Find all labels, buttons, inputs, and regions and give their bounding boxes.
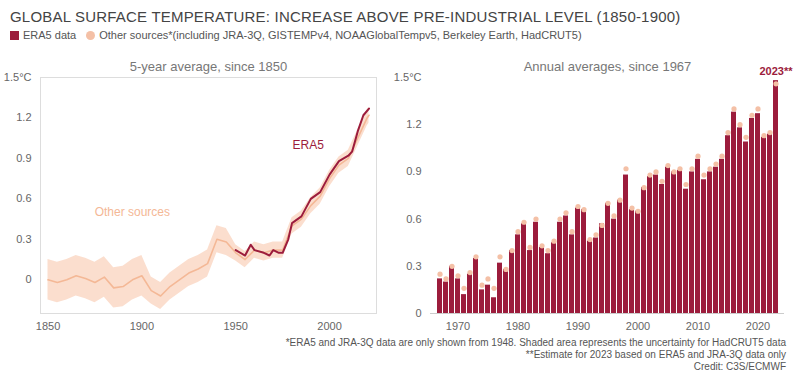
- svg-text:1950: 1950: [223, 320, 247, 332]
- svg-text:Annual averages, since 1967: Annual averages, since 1967: [524, 59, 692, 74]
- svg-text:1.5°C: 1.5°C: [394, 71, 422, 83]
- html-text:Credit: C3S/ECMWF: Credit: C3S/ECMWF: [693, 361, 786, 372]
- svg-text:1900: 1900: [130, 320, 154, 332]
- html-text:GLOBAL SURFACE TEMPERATURE: IN: GLOBAL SURFACE TEMPERATURE: INCREASE ABO…: [10, 8, 681, 25]
- svg-text:1980: 1980: [506, 320, 530, 332]
- svg-text:1990: 1990: [566, 320, 590, 332]
- html-text:ERA5 data: ERA5 data: [23, 29, 77, 41]
- svg-text:2023**: 2023**: [759, 65, 793, 77]
- svg-text:2000: 2000: [626, 320, 650, 332]
- html-text:Other sources*(including JRA-3: Other sources*(including JRA-3Q, GISTEMP…: [99, 29, 582, 41]
- svg-text:ERA5: ERA5: [293, 138, 325, 152]
- svg-text:0.9: 0.9: [406, 165, 421, 177]
- svg-text:1.2: 1.2: [406, 118, 421, 130]
- html-text:**Estimate for 2023 based on E: **Estimate for 2023 based on ERA5 and JR…: [525, 349, 786, 360]
- svg-text:2020: 2020: [746, 320, 770, 332]
- svg-text:0: 0: [25, 273, 31, 285]
- svg-text:1850: 1850: [36, 320, 60, 332]
- svg-text:0.3: 0.3: [406, 260, 421, 272]
- svg-text:1.5°C: 1.5°C: [4, 71, 32, 83]
- svg-text:2010: 2010: [686, 320, 710, 332]
- svg-text:5-year average, since 1850: 5-year average, since 1850: [130, 59, 288, 74]
- svg-text:0: 0: [415, 307, 421, 319]
- svg-text:Other sources: Other sources: [95, 205, 170, 219]
- svg-text:0.6: 0.6: [406, 213, 421, 225]
- svg-text:0.3: 0.3: [16, 233, 31, 245]
- svg-text:0.6: 0.6: [16, 192, 31, 204]
- html-text:*ERA5 and JRA-3Q data are only: *ERA5 and JRA-3Q data are only shown fro…: [285, 337, 786, 348]
- svg-text:1970: 1970: [446, 320, 470, 332]
- svg-text:1.2: 1.2: [16, 111, 31, 123]
- svg-text:2000: 2000: [317, 320, 341, 332]
- svg-text:0.9: 0.9: [16, 152, 31, 164]
